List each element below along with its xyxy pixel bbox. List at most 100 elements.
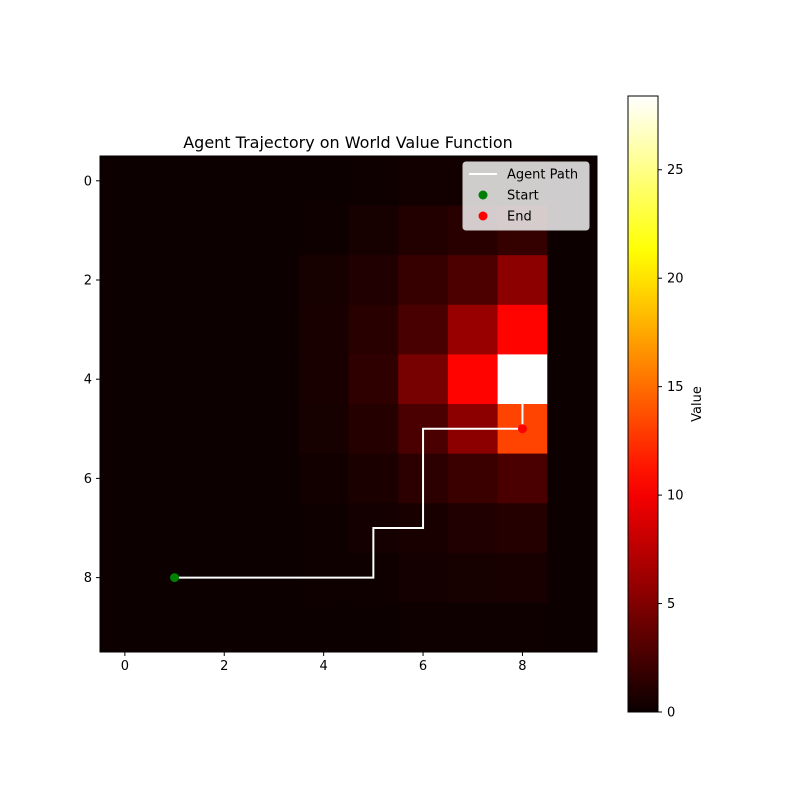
heatmap-cell-r3-c1 bbox=[149, 304, 200, 355]
heatmap-cell-r7-c8 bbox=[497, 503, 548, 554]
heatmap-cell-r4-c8 bbox=[497, 354, 548, 405]
heatmap-cell-r7-c4 bbox=[298, 503, 349, 554]
heatmap-cell-r1-c5 bbox=[348, 205, 399, 256]
heatmap-cell-r9-c4 bbox=[298, 602, 349, 653]
heatmap-cell-r3-c9 bbox=[547, 304, 598, 355]
heatmap-cell-r4-c5 bbox=[348, 354, 399, 405]
heatmap-cell-r4-c6 bbox=[398, 354, 449, 405]
heatmap-cell-r5-c0 bbox=[100, 404, 151, 454]
heatmap-cell-r0-c3 bbox=[249, 156, 300, 206]
heatmap-cell-r9-c8 bbox=[497, 602, 548, 653]
heatmap-cell-r4-c9 bbox=[547, 354, 598, 405]
heatmap-cell-r9-c9 bbox=[547, 602, 598, 653]
legend-start-label: Start bbox=[507, 189, 539, 204]
heatmap-cell-r9-c7 bbox=[447, 602, 498, 653]
heatmap-cell-r1-c2 bbox=[199, 205, 250, 256]
heatmap-cell-r6-c5 bbox=[348, 453, 399, 504]
heatmap-cell-r8-c9 bbox=[547, 552, 598, 603]
heatmap-cell-r8-c6 bbox=[398, 552, 449, 603]
heatmap-cell-r8-c0 bbox=[100, 552, 151, 603]
x-tick-label: 0 bbox=[121, 659, 129, 674]
heatmap-cell-r2-c2 bbox=[199, 255, 250, 306]
heatmap-cell-r5-c9 bbox=[547, 404, 598, 454]
heatmap-cell-r4-c3 bbox=[249, 354, 300, 405]
heatmap-cell-r7-c7 bbox=[447, 503, 498, 554]
heatmap-cell-r2-c1 bbox=[149, 255, 200, 306]
heatmap-cell-r3-c0 bbox=[100, 304, 151, 355]
legend-end-label: End bbox=[507, 210, 532, 225]
heatmap-cell-r5-c2 bbox=[199, 404, 250, 454]
heatmap-cell-r7-c3 bbox=[249, 503, 300, 554]
y-tick-label: 4 bbox=[84, 373, 92, 388]
legend-end-swatch bbox=[478, 211, 488, 221]
heatmap-cell-r5-c1 bbox=[149, 404, 200, 454]
heatmap-cell-r2-c9 bbox=[547, 255, 598, 306]
x-tick-label: 4 bbox=[320, 659, 328, 674]
heatmap-cell-r2-c3 bbox=[249, 255, 300, 306]
colorbar-tick-label: 20 bbox=[667, 272, 684, 287]
heatmap-cell-r4-c0 bbox=[100, 354, 151, 405]
colorbar-label: Value bbox=[690, 386, 705, 422]
y-tick-label: 6 bbox=[84, 472, 92, 487]
colorbar-tick-label: 0 bbox=[667, 706, 675, 721]
heatmap-cell-r3-c5 bbox=[348, 304, 399, 355]
heatmap-cell-r1-c1 bbox=[149, 205, 200, 256]
heatmap-cell-r6-c3 bbox=[249, 453, 300, 504]
heatmap-cell-r5-c3 bbox=[249, 404, 300, 454]
end-marker bbox=[517, 424, 527, 434]
heatmap-cell-r0-c6 bbox=[398, 156, 449, 206]
heatmap-cell-r6-c4 bbox=[298, 453, 349, 504]
heatmap-cell-r4-c1 bbox=[149, 354, 200, 405]
agent-path-layer bbox=[170, 404, 527, 583]
heatmap-cell-r7-c0 bbox=[100, 503, 151, 554]
heatmap-cell-r1-c0 bbox=[100, 205, 151, 256]
heatmap-cell-r6-c8 bbox=[497, 453, 548, 504]
heatmap-cell-r9-c1 bbox=[149, 602, 200, 653]
heatmap-cell-r2-c5 bbox=[348, 255, 399, 306]
heatmap-cell-r3-c4 bbox=[298, 304, 349, 355]
legend-start-swatch bbox=[478, 190, 488, 200]
heatmap-cell-r0-c4 bbox=[298, 156, 349, 206]
heatmap-cell-r7-c2 bbox=[199, 503, 250, 554]
heatmap-cell-r1-c6 bbox=[398, 205, 449, 256]
heatmap-cell-r2-c7 bbox=[447, 255, 498, 306]
heatmap-cell-r8-c7 bbox=[447, 552, 498, 603]
heatmap-cell-r5-c4 bbox=[298, 404, 349, 454]
legend-box bbox=[462, 161, 590, 231]
heatmap-cell-r9-c0 bbox=[100, 602, 151, 653]
colorbar-tick-label: 10 bbox=[667, 489, 684, 504]
heatmap-cell-r5-c5 bbox=[348, 404, 399, 454]
heatmap-cell-r0-c1 bbox=[149, 156, 200, 206]
heatmap-cell-r6-c7 bbox=[447, 453, 498, 504]
heatmap-cell-r3-c7 bbox=[447, 304, 498, 355]
heatmap-cell-r3-c8 bbox=[497, 304, 548, 355]
heatmap-cell-r3-c2 bbox=[199, 304, 250, 355]
heatmap-cell-r6-c1 bbox=[149, 453, 200, 504]
axes: 0 2 4 6 8 0 2 4 6 8 bbox=[84, 155, 598, 674]
heatmap-cell-r3-c6 bbox=[398, 304, 449, 355]
heatmap-cell-r4-c4 bbox=[298, 354, 349, 405]
heatmap-cell-r4-c7 bbox=[447, 354, 498, 405]
legend-agent-path-label: Agent Path bbox=[507, 168, 578, 183]
x-tick-label: 2 bbox=[220, 659, 228, 674]
colorbar-tick-label: 25 bbox=[667, 163, 684, 178]
heatmap-cell-r9-c2 bbox=[199, 602, 250, 653]
y-tick-label: 0 bbox=[84, 174, 92, 189]
x-tick-label: 8 bbox=[518, 659, 526, 674]
heatmap-cell-r0-c2 bbox=[199, 156, 250, 206]
heatmap-cell-r9-c6 bbox=[398, 602, 449, 653]
start-marker bbox=[170, 573, 180, 583]
heatmap-cell-r1-c3 bbox=[249, 205, 300, 256]
y-tick-label: 2 bbox=[84, 274, 92, 289]
plot-frame bbox=[99, 155, 598, 653]
chart-title: Agent Trajectory on World Value Function bbox=[183, 133, 513, 152]
heatmap-cell-r8-c8 bbox=[497, 552, 548, 603]
heatmap-cell-r2-c8 bbox=[497, 255, 548, 306]
heatmap-cell-r6-c2 bbox=[199, 453, 250, 504]
heatmap-cell-r6-c0 bbox=[100, 453, 151, 504]
colorbar-tick-label: 5 bbox=[667, 597, 675, 612]
x-tick-label: 6 bbox=[419, 659, 427, 674]
heatmap-cell-r6-c9 bbox=[547, 453, 598, 504]
heatmap-cell-r4-c2 bbox=[199, 354, 250, 405]
heatmap-cell-r2-c0 bbox=[100, 255, 151, 306]
